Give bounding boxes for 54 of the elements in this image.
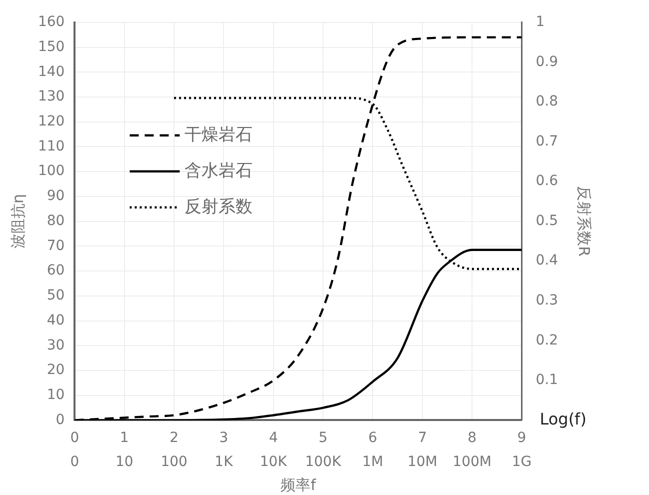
y-tick-label: 40 — [46, 312, 65, 328]
text: 1M — [362, 454, 384, 470]
y2-tick-label: 0.6 — [536, 173, 558, 190]
y-tick-label: 0 — [56, 412, 65, 428]
x-axis-title: 频率f — [280, 476, 317, 494]
y-tick-label: 160 — [38, 14, 65, 30]
x-tick-label: 9 — [517, 430, 526, 446]
y2-tick-label: 0.7 — [536, 133, 558, 150]
y2-axis-title: 反射系数R — [575, 186, 594, 257]
text: 0 — [70, 454, 80, 470]
y2-tick-label: 1 — [536, 14, 545, 30]
legend-label: 干燥岩石 — [184, 124, 253, 145]
y-tick-label: 10 — [46, 386, 65, 403]
text: 1G — [512, 454, 532, 470]
x-tick-label: 7 — [418, 430, 427, 446]
text: 100 — [160, 454, 188, 470]
text: 100M — [452, 454, 492, 470]
text: 100K — [305, 454, 342, 470]
x-tick-label: 2 — [170, 430, 179, 446]
y-tick-label: 50 — [46, 288, 65, 304]
x-tick-label: 0 — [70, 430, 80, 446]
y-tick-label: 140 — [38, 64, 65, 80]
y-tick-label: 110 — [38, 138, 65, 154]
y2-tick-label: 0.8 — [536, 94, 558, 110]
x-tick-label: 6 — [368, 430, 378, 446]
y-axis-title: 波阻抗η — [8, 194, 27, 249]
y-tick-label: 30 — [46, 337, 65, 354]
y2-tick-label: 0.1 — [536, 372, 558, 388]
y-tick-label: 100 — [38, 163, 65, 180]
x-tick-label: 1 — [120, 430, 129, 446]
y-tick-label: 150 — [38, 38, 65, 55]
text: Log(f) — [540, 409, 586, 428]
y-tick-label: 120 — [38, 113, 65, 130]
text: 1K — [214, 454, 234, 470]
y2-tick-label: 0.5 — [536, 212, 558, 229]
y2-tick-label: 0.2 — [536, 332, 558, 348]
y-tick-label: 70 — [46, 238, 65, 254]
legend-label: 含水岩石 — [184, 160, 253, 181]
text: 10 — [115, 454, 134, 470]
x-tick-label: 5 — [318, 430, 328, 446]
y-tick-label: 130 — [38, 88, 65, 105]
y2-tick-label: 0.3 — [536, 292, 558, 308]
text: 10M — [407, 454, 438, 470]
x-tick-label: 3 — [219, 430, 228, 446]
text: 10K — [260, 454, 288, 470]
legend-label: 反射系数 — [184, 196, 253, 217]
y2-tick-label: 0.4 — [536, 252, 558, 269]
y2-tick-label: 0.9 — [536, 54, 558, 70]
y-tick-label: 90 — [46, 188, 65, 204]
y-tick-label: 20 — [46, 362, 65, 378]
y-tick-label: 60 — [46, 262, 65, 279]
x-tick-label: 4 — [268, 430, 278, 446]
x-tick-label: 8 — [468, 430, 477, 446]
y-tick-label: 80 — [46, 212, 65, 229]
